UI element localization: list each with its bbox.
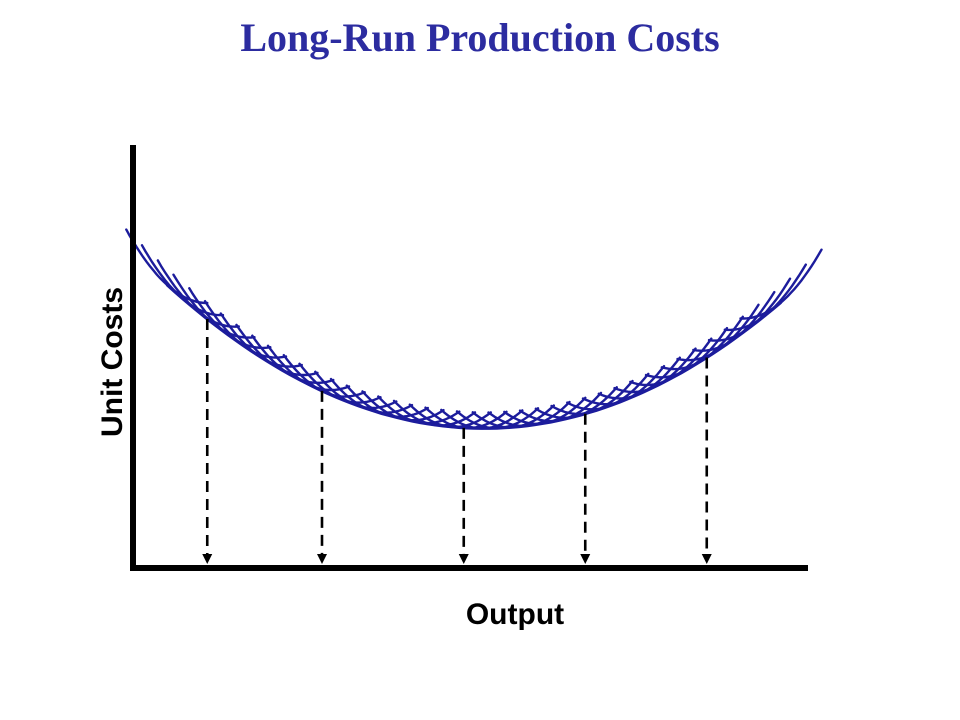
output-arrowhead (317, 554, 327, 564)
short-run-curve (172, 273, 256, 339)
output-arrowhead (580, 554, 591, 564)
chart-title: Long-Run Production Costs (240, 15, 720, 60)
long-run-curve (165, 283, 782, 430)
short-run-curve (125, 228, 209, 305)
output-markers (202, 318, 712, 564)
short-run-curve (203, 300, 288, 359)
short-run-curve (692, 290, 776, 352)
output-arrowhead (701, 554, 712, 564)
short-run-curve (140, 244, 225, 317)
y-axis-label: Unit Costs (96, 287, 129, 437)
short-run-curve (707, 277, 792, 342)
short-run-curves (125, 228, 823, 430)
output-arrowhead (202, 554, 213, 564)
short-run-curve (723, 263, 807, 332)
short-run-curve (156, 259, 241, 328)
short-run-curve (739, 248, 823, 320)
output-arrowhead (458, 554, 469, 564)
x-axis-label: Output (465, 598, 565, 631)
short-run-curve (188, 287, 272, 350)
